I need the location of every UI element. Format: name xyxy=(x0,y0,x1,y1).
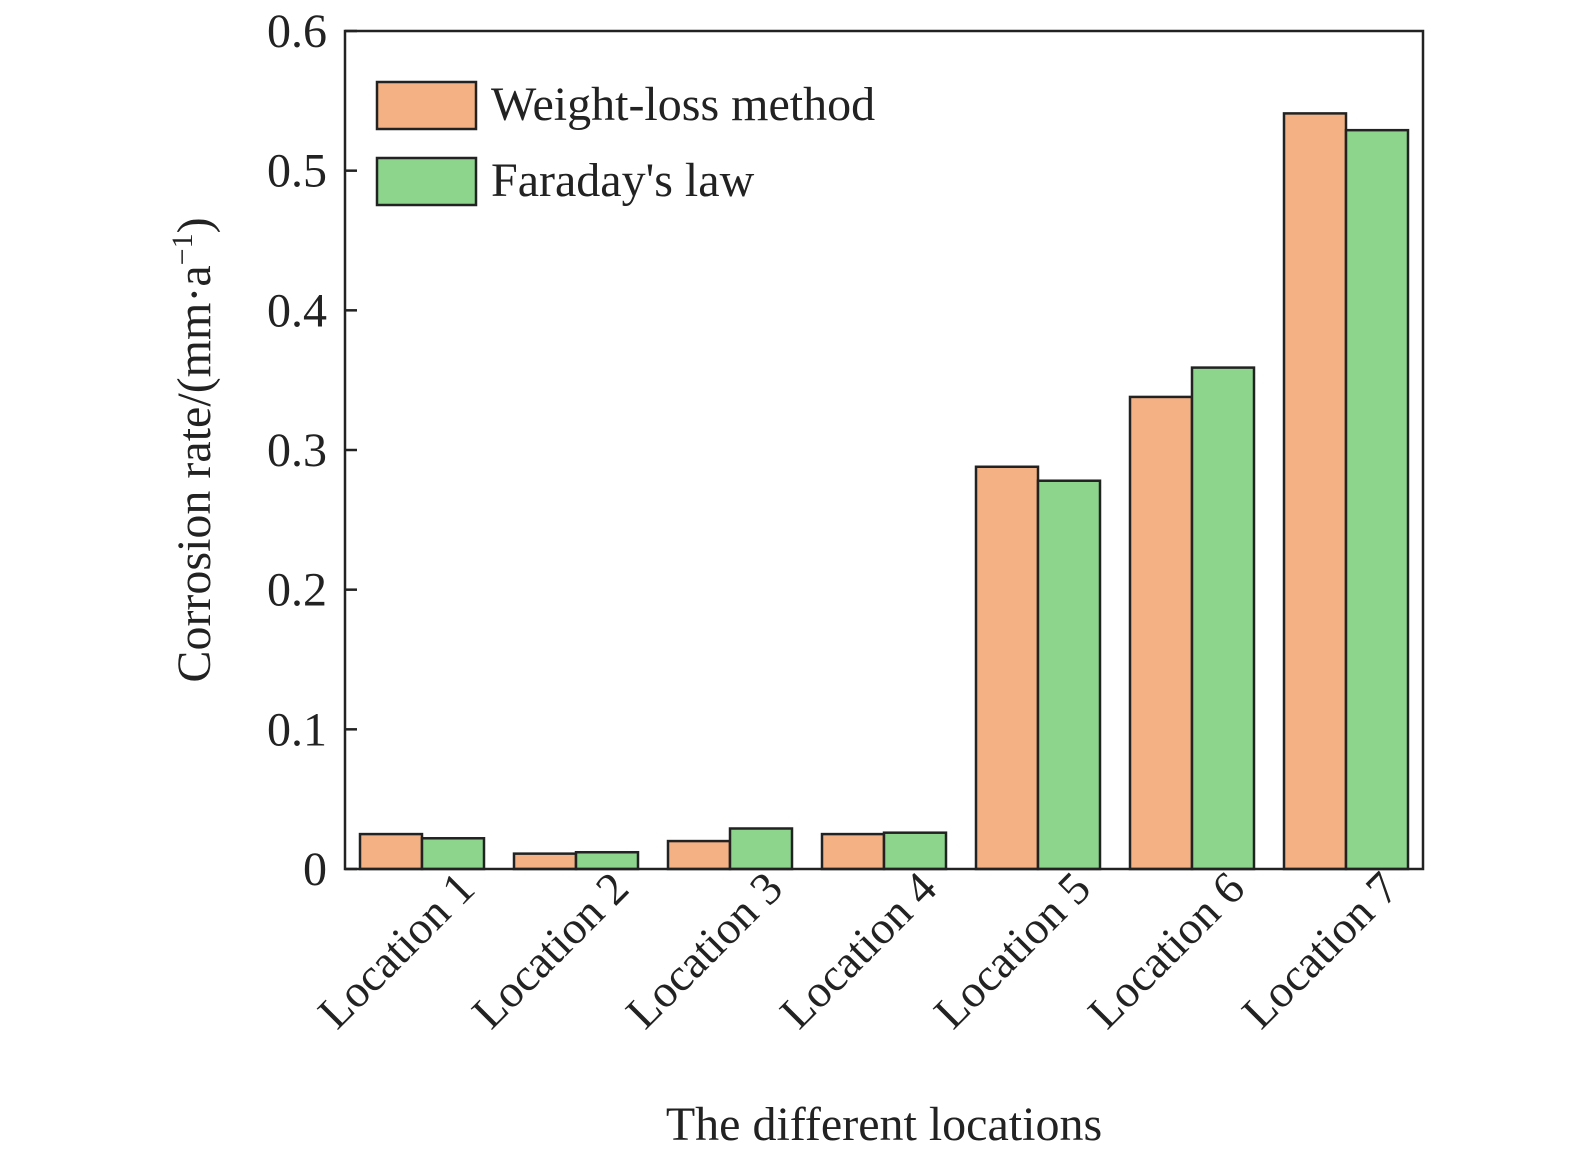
bar-weight-loss-3 xyxy=(666,839,732,871)
x-tick-label: Location 2 xyxy=(462,862,638,1038)
bar-faraday-3 xyxy=(728,827,794,871)
legend-swatch-weight-loss xyxy=(375,80,478,131)
y-tick-label: 0.2 xyxy=(267,564,327,617)
y-tick-label: 0 xyxy=(303,843,327,896)
y-tick-label: 0.3 xyxy=(267,424,327,477)
bar-faraday-6 xyxy=(1190,366,1256,871)
x-axis-title: The different locations xyxy=(666,1098,1102,1151)
y-axis-title-main: Corrosion rate/(mm·a xyxy=(168,265,221,682)
bar-faraday-2 xyxy=(574,850,640,871)
x-tick-label: Location 5 xyxy=(924,862,1100,1038)
y-axis-title: Corrosion rate/(mm·a−1) xyxy=(166,217,221,682)
legend-swatch-faraday xyxy=(375,156,478,207)
x-tick-label: Location 4 xyxy=(770,862,946,1038)
x-tick-label: Location 7 xyxy=(1232,862,1408,1038)
bar-faraday-1 xyxy=(420,837,486,871)
y-tick-label: 0.1 xyxy=(267,703,327,756)
y-axis-title-end: ) xyxy=(168,217,221,233)
y-tick-label: 0.6 xyxy=(267,5,327,58)
bar-weight-loss-7 xyxy=(1282,112,1348,871)
x-tick-label: Location 1 xyxy=(308,862,484,1038)
y-tick-label: 0.5 xyxy=(267,145,327,198)
bar-faraday-4 xyxy=(882,831,948,871)
bar-faraday-5 xyxy=(1036,479,1102,871)
legend-label-weight-loss: Weight-loss method xyxy=(491,78,875,131)
y-axis: 0 0.1 0.2 0.3 0.4 0.5 0.6 xyxy=(267,5,357,896)
bar-faraday-7 xyxy=(1344,128,1410,871)
y-tick-label: 0.4 xyxy=(267,284,327,337)
bar-weight-loss-5 xyxy=(974,465,1040,871)
bar-weight-loss-1 xyxy=(358,832,424,871)
x-tick-label: Location 6 xyxy=(1078,862,1254,1038)
bar-weight-loss-2 xyxy=(512,852,578,871)
bar-weight-loss-4 xyxy=(820,832,886,871)
bar-weight-loss-6 xyxy=(1128,395,1194,871)
legend: Weight-loss method Faraday's law xyxy=(375,78,875,207)
bars-group xyxy=(358,112,1410,871)
y-axis-title-superscript: −1 xyxy=(166,233,199,265)
legend-label-faraday: Faraday's law xyxy=(491,154,755,207)
x-tick-label: Location 3 xyxy=(616,862,792,1038)
